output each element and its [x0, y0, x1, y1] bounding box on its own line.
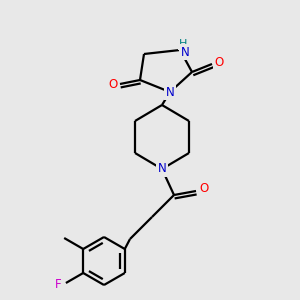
Text: N: N: [158, 163, 166, 176]
Text: N: N: [166, 85, 174, 98]
Text: N: N: [181, 46, 189, 59]
Text: F: F: [55, 278, 61, 292]
Text: O: O: [200, 182, 208, 196]
Text: H: H: [179, 39, 187, 49]
Text: O: O: [214, 56, 224, 70]
Text: O: O: [108, 79, 118, 92]
